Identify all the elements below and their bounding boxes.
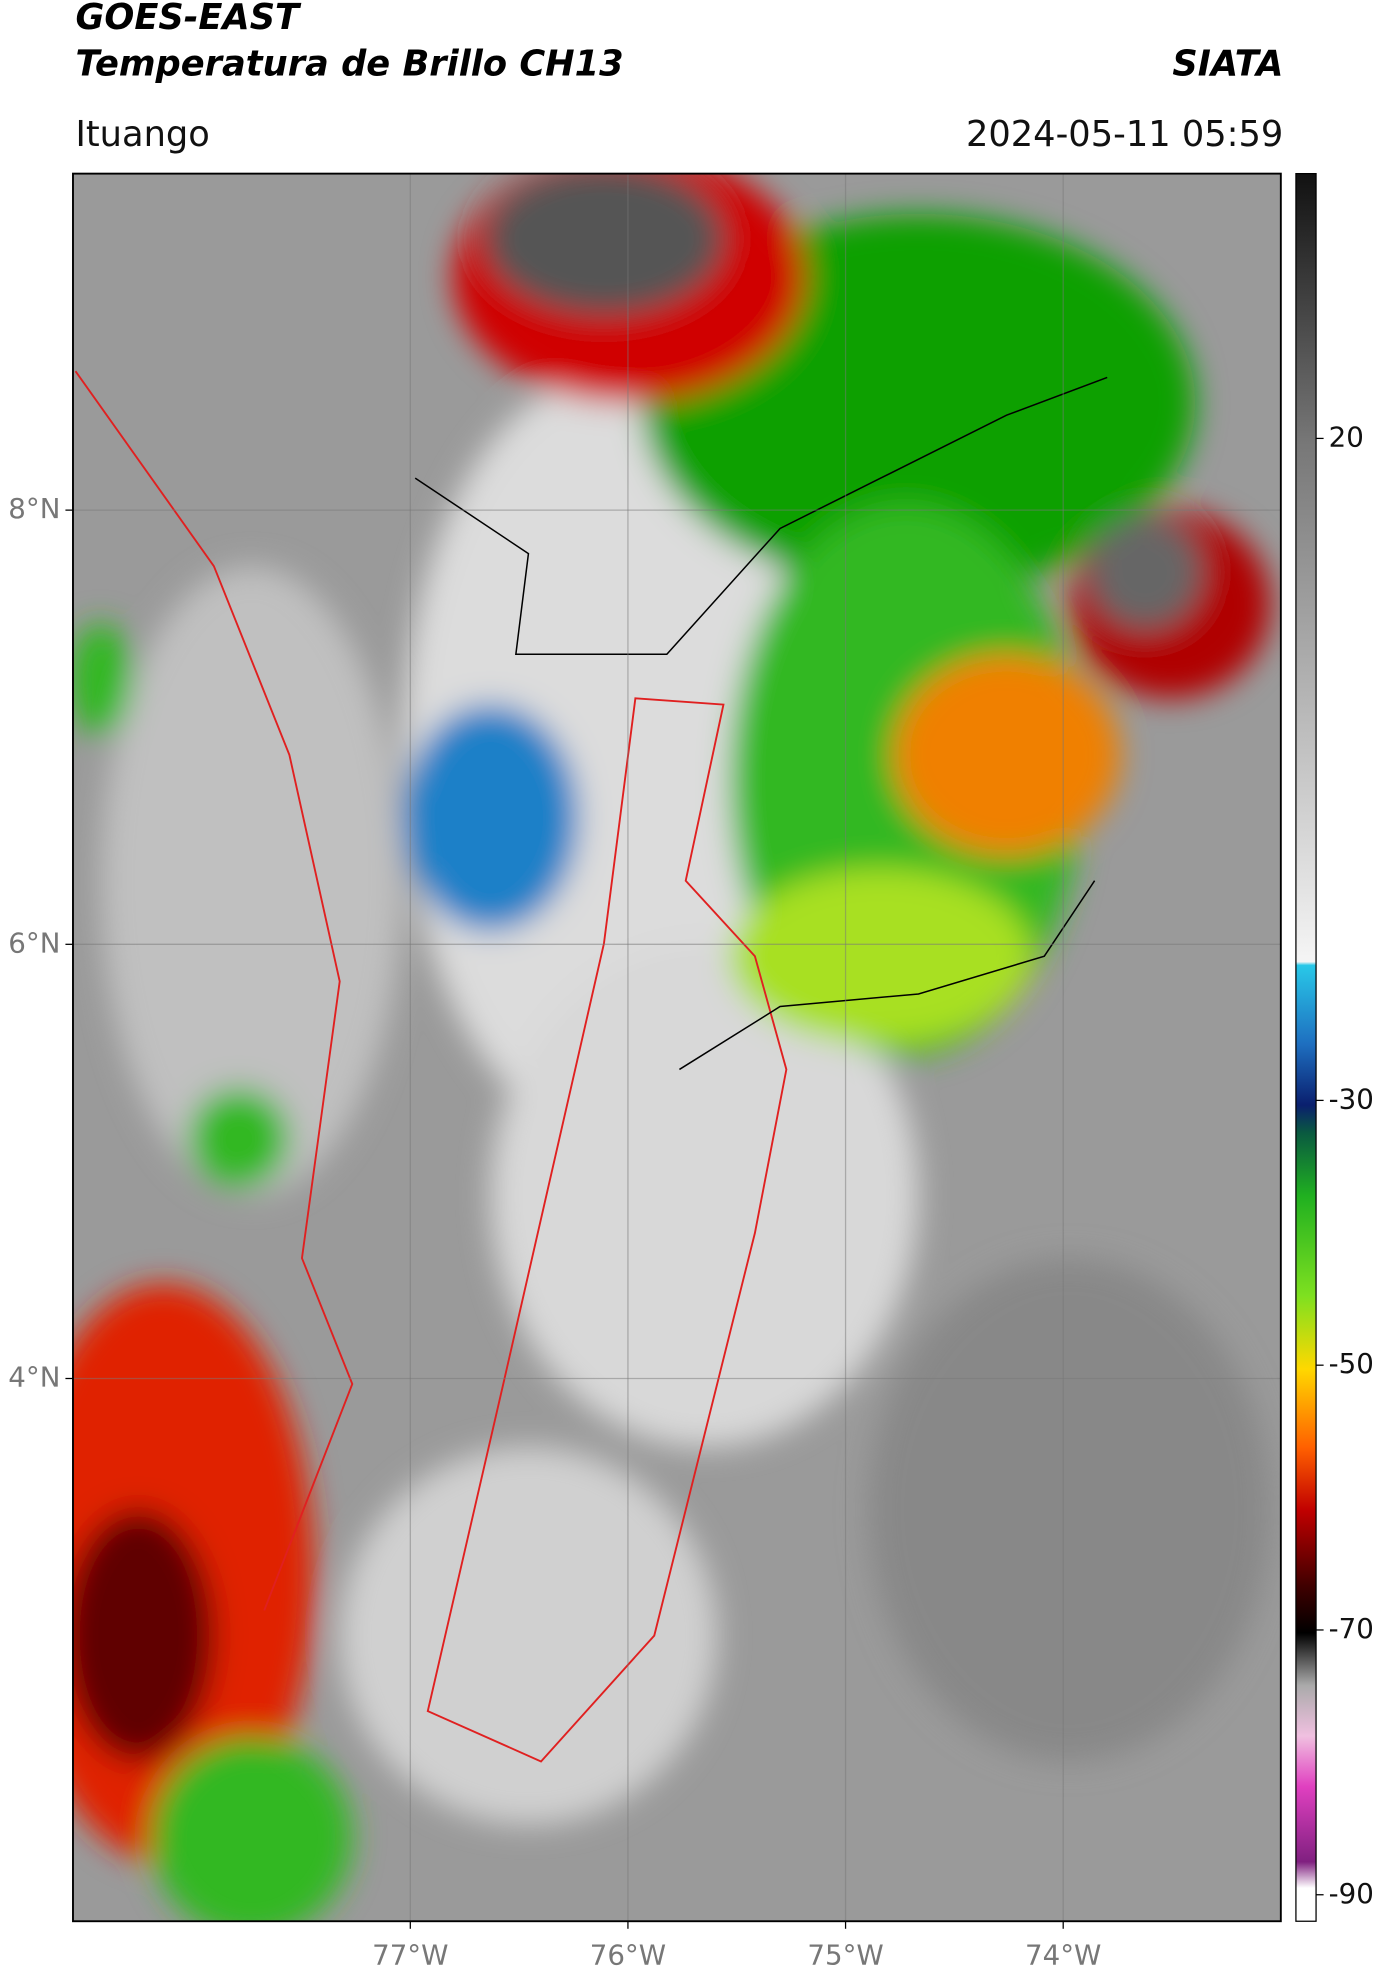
y-tick-label: 4°N [8, 1361, 60, 1394]
y-tick-label: 6°N [8, 926, 60, 959]
colorbar-tick-label: -70 [1329, 1612, 1374, 1645]
title: GOES-EAST [75, 0, 302, 38]
datetime: 2024-05-11 05:59 [966, 114, 1283, 155]
satellite-image [72, 173, 1281, 1922]
y-tick-label: 8°N [8, 492, 60, 525]
colorbar-tick-label: -90 [1329, 1877, 1374, 1910]
x-tick-label: 75°W [807, 1938, 883, 1971]
map-frame [72, 172, 1282, 1923]
colorbar-tick-label: -50 [1329, 1347, 1374, 1380]
colorbar [1295, 172, 1317, 1922]
source: SIATA [1172, 43, 1283, 84]
x-tick-label: 76°W [590, 1938, 666, 1971]
grid [72, 173, 1281, 1922]
colorbar-tick-label: 20 [1329, 420, 1364, 453]
subtitle: Temperatura de Brillo CH13 [75, 43, 623, 84]
location: Ituango [75, 114, 209, 155]
colorbar-tick-label: -30 [1329, 1082, 1374, 1115]
x-tick-label: 74°W [1025, 1938, 1101, 1971]
x-tick-label: 77°W [372, 1938, 448, 1971]
